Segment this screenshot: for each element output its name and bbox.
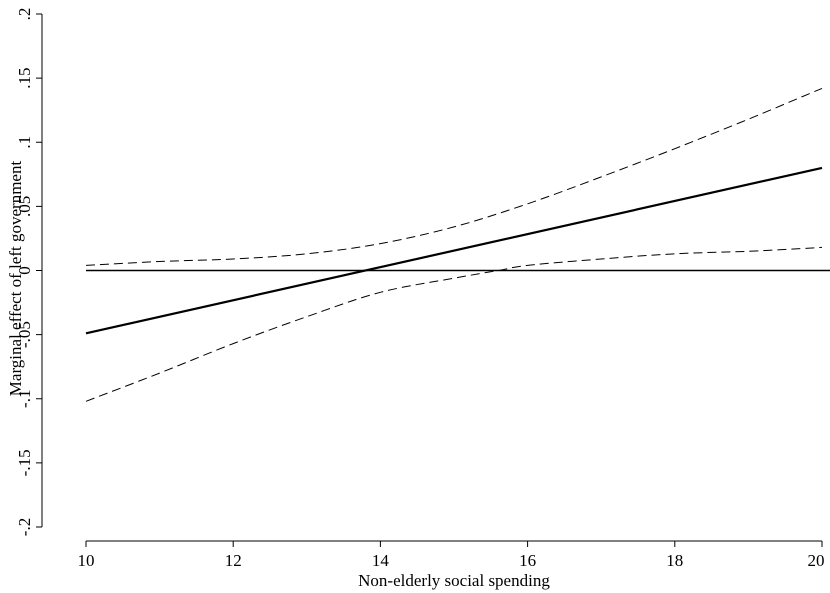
y-tick-label: .05	[15, 196, 34, 217]
y-tick-label: -.15	[15, 449, 34, 476]
x-axis-title: Non-elderly social spending	[358, 571, 550, 590]
axes	[41, 14, 822, 542]
upper-confidence-bound-line	[85, 87, 823, 266]
y-tick-label: -.05	[15, 321, 34, 348]
y-tick-label: -.2	[15, 518, 34, 536]
y-tick-label: .1	[15, 136, 34, 149]
y-tick-label: -.1	[15, 390, 34, 408]
y-tick-label: .2	[15, 8, 34, 21]
marginal-effect-line	[85, 166, 823, 335]
x-tick-label: 16	[519, 551, 536, 570]
ticks: -.2 -.15 -.1 -.05 0 .05 .1 .15 .2 10 12 14 16 18 20	[15, 8, 825, 570]
y-axis-title: Marginal effect of left government	[6, 161, 25, 397]
y-tick-label: 0	[15, 266, 34, 275]
x-tick-label: 14	[372, 551, 390, 570]
x-tick-label: 10	[78, 551, 95, 570]
x-tick-label: 12	[225, 551, 242, 570]
lower-confidence-bound-line	[85, 246, 823, 402]
plot-area	[85, 87, 830, 402]
x-tick-label: 18	[666, 551, 683, 570]
x-tick-label: 20	[808, 551, 825, 570]
y-tick-label: .15	[15, 68, 34, 89]
